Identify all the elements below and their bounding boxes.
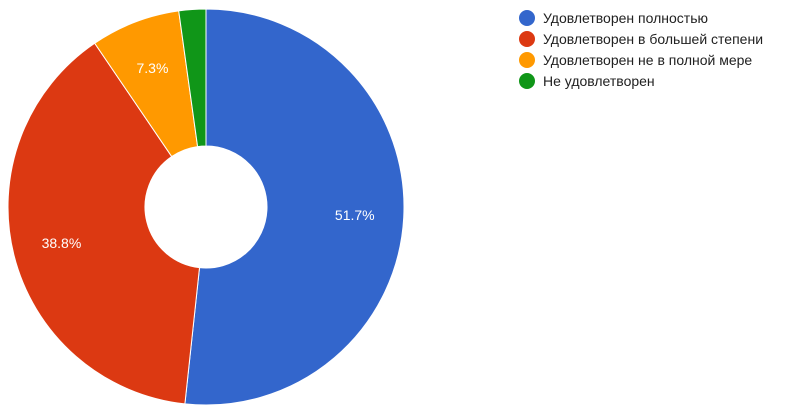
- pie-slice-2[interactable]: [7, 42, 201, 405]
- pie-slices: [7, 8, 405, 405]
- legend-label-1: Удовлетворен полностью: [543, 9, 708, 26]
- slice-labels: 51.7% 38.8% 7.3%: [42, 60, 375, 251]
- legend-item-1[interactable]: Удовлетворен полностью: [519, 7, 763, 28]
- legend-swatch-3: [519, 51, 535, 68]
- legend-swatch-2: [519, 30, 535, 47]
- legend-swatch-1: [519, 9, 535, 26]
- legend-item-4[interactable]: Не удовлетворен: [519, 70, 763, 91]
- slice-label-2: 38.8%: [42, 235, 82, 251]
- pie-slice-4[interactable]: [178, 8, 207, 148]
- legend-label-2: Удовлетворен в большей степени: [543, 30, 764, 47]
- legend-swatch-4: [519, 72, 535, 89]
- chart-legend: Удовлетворен полностью Удовлетворен в бол…: [519, 7, 763, 91]
- slice-label-3: 7.3%: [136, 60, 168, 76]
- legend-item-2[interactable]: Удовлетворен в большей степени: [519, 28, 763, 49]
- legend-item-3[interactable]: Удовлетворен не в полной мере: [519, 49, 763, 70]
- legend-label-3: Удовлетворен не в полной мере: [543, 51, 753, 68]
- slice-label-1: 51.7%: [335, 207, 375, 223]
- pie-slice-1[interactable]: [184, 8, 405, 405]
- legend-label-4: Не удовлетворен: [543, 72, 655, 89]
